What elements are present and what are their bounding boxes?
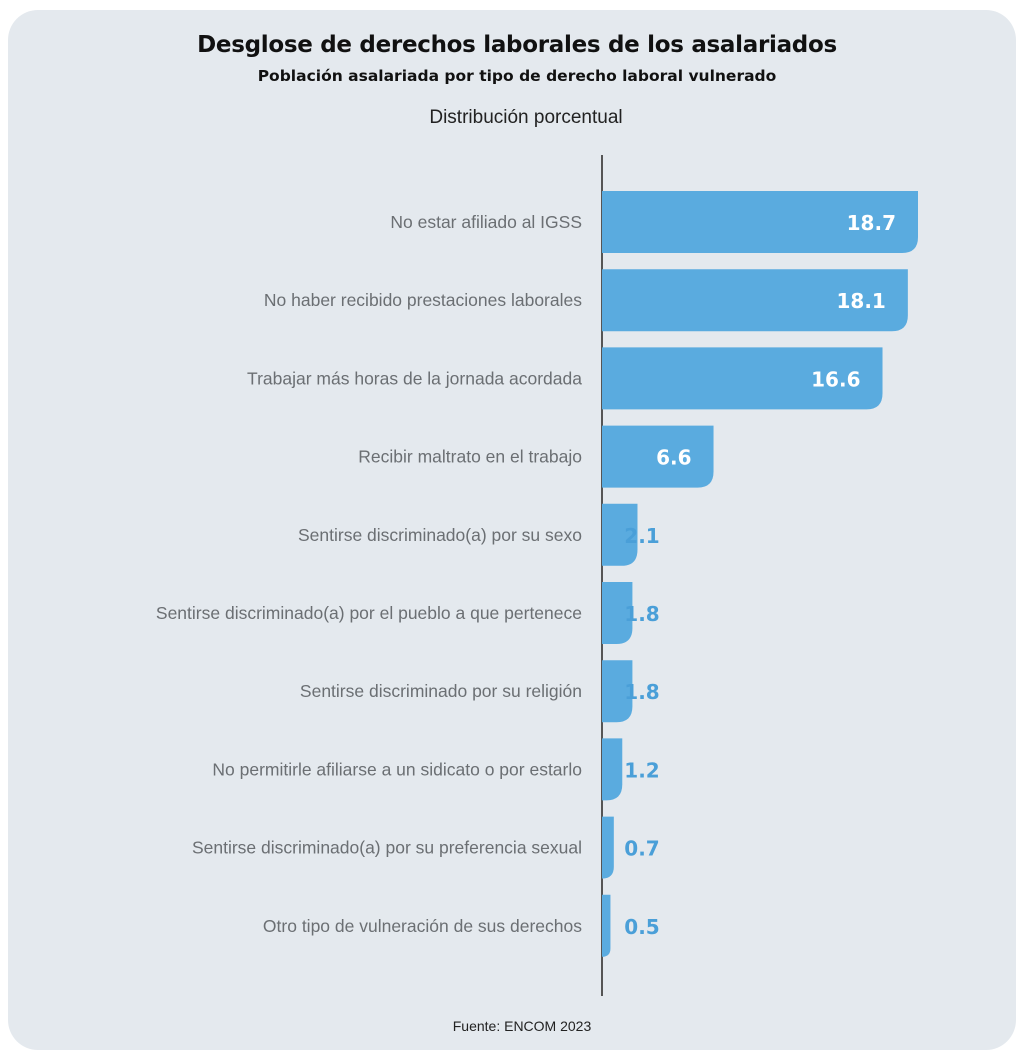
category-label: No estar afiliado al IGSS <box>390 212 582 232</box>
data-label: 18.1 <box>837 289 886 313</box>
data-label: 16.6 <box>811 367 860 391</box>
bar <box>602 816 614 879</box>
bar <box>602 582 633 644</box>
bar <box>602 347 883 410</box>
chart-title: Desglose de derechos laborales de los as… <box>197 32 837 58</box>
bar <box>602 660 633 723</box>
chart-card <box>8 10 1016 1050</box>
category-label: Sentirse discriminado(a) por su preferen… <box>192 838 582 858</box>
category-label: Recibir maltrato en el trabajo <box>358 447 582 467</box>
category-label: Sentirse discriminado(a) por su sexo <box>298 525 582 545</box>
category-label: Trabajar más horas de la jornada acordad… <box>247 368 582 388</box>
category-label: No haber recibido prestaciones laborales <box>264 290 582 310</box>
data-label: 18.7 <box>847 211 896 235</box>
category-label: Sentirse discriminado(a) por el pueblo a… <box>156 603 582 623</box>
data-label: 2.1 <box>624 524 659 548</box>
data-label: 0.7 <box>624 837 659 861</box>
chart-subtitle: Población asalariada por tipo de derecho… <box>257 67 777 85</box>
chart-unit-note: Distribución porcentual <box>429 107 623 128</box>
source-note: Fuente: ENCOM 2023 <box>452 1018 592 1034</box>
bar <box>602 191 918 253</box>
data-label: 1.8 <box>624 680 659 704</box>
data-label: 1.2 <box>624 758 659 782</box>
bar <box>602 738 623 801</box>
data-label: 0.5 <box>624 915 659 939</box>
bar <box>602 425 714 488</box>
bar <box>602 269 908 332</box>
category-label: Otro tipo de vulneración de sus derechos <box>263 916 582 936</box>
data-label: 1.8 <box>624 602 659 626</box>
data-label: 6.6 <box>656 446 691 470</box>
category-label: No permitirle afiliarse a un sidicato o … <box>212 759 582 779</box>
bar <box>602 894 611 957</box>
category-label: Sentirse discriminado por su religión <box>300 681 582 701</box>
bar <box>602 503 638 566</box>
